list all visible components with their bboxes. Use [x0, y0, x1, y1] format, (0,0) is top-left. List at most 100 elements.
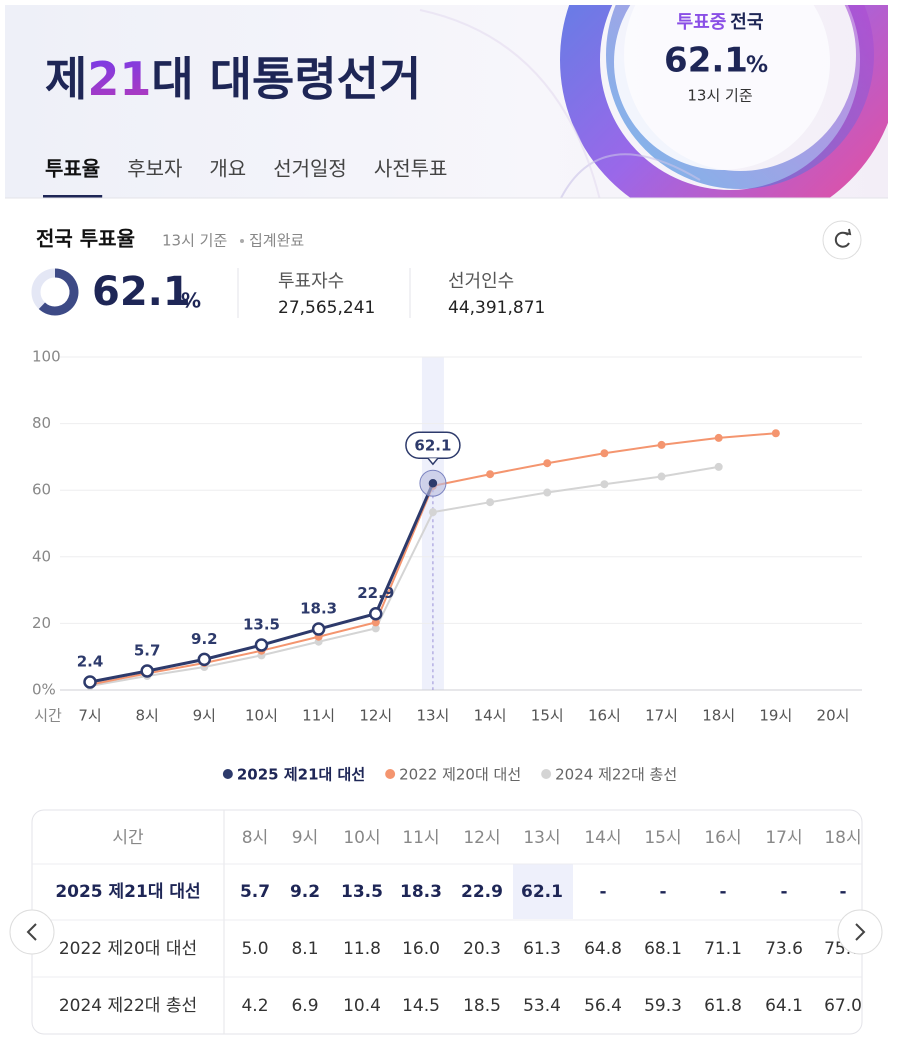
- x-tick-label: 16시: [588, 707, 621, 725]
- legend-swatch: [222, 769, 233, 779]
- data-label: 22.9: [357, 584, 394, 602]
- title-number: 21: [87, 52, 151, 106]
- page-title: 제21대 대통령선거: [45, 52, 421, 106]
- table-cell: 18.5: [463, 996, 501, 1016]
- data-label: 5.7: [134, 642, 161, 660]
- table-cell: 18.3: [400, 882, 442, 902]
- table-cell: 9.2: [290, 882, 320, 902]
- table-header: 9시: [292, 828, 318, 848]
- point: [197, 652, 212, 667]
- table-header: 11시: [402, 828, 439, 848]
- data-table: 시간 8시 9시 10시 11시 12시 13시 14시 15시 16시 17시 18시 2025 제2…: [31, 809, 863, 1035]
- status: 투표중: [677, 12, 727, 33]
- table-cell: 2024 제22대 총선: [59, 996, 197, 1016]
- x-tick-label: 15시: [531, 707, 564, 725]
- table-header: 10시: [343, 828, 380, 848]
- summary-status: 집계완료: [249, 232, 304, 250]
- tab[interactable]: 사전투표: [374, 157, 448, 181]
- table-cell: 2022 제20대 대선: [59, 939, 197, 959]
- refresh-button[interactable]: [822, 220, 862, 260]
- point: [600, 480, 609, 489]
- table-cell: -: [839, 882, 846, 902]
- y-tick-label: 40: [32, 547, 51, 565]
- status-line: 투표중 전국: [677, 12, 764, 33]
- header-unit: %: [746, 53, 768, 78]
- data-label: 13.5: [243, 616, 280, 634]
- point: [543, 488, 552, 497]
- table-cell: 59.3: [644, 996, 682, 1016]
- x-tick-label: 20시: [817, 707, 850, 725]
- header-turnout: 62.1: [664, 41, 748, 81]
- electorate-label: 선거인수: [448, 271, 514, 292]
- table-cell: 2025 제21대 대선: [55, 882, 200, 902]
- title-suffix: 대 대통령선거: [151, 52, 421, 106]
- voters: 27,565,241: [278, 298, 375, 318]
- title-prefix: 제: [45, 52, 87, 106]
- table-cell: 73.6: [765, 939, 803, 959]
- table-header: 14시: [584, 828, 621, 848]
- x-tick-label: 14시: [474, 707, 507, 725]
- legend-label: 2025 제21대 대선: [237, 766, 365, 784]
- point: [657, 440, 666, 449]
- data-label: 9.2: [191, 630, 218, 648]
- point: [600, 449, 609, 458]
- x-tick-label: 11시: [302, 707, 335, 725]
- cell-highlight: [513, 864, 573, 919]
- legend-label: 2022 제20대 대선: [399, 766, 521, 784]
- x-tick-label: 7시: [78, 707, 101, 725]
- label-pointer: [427, 457, 439, 466]
- table-cell: 5.7: [240, 882, 270, 902]
- x-tick-label: 13시: [416, 707, 449, 725]
- chart: 0% 20 40 60 80 100 시간 7시 8시 9시 10시 11시 12시 13시 14시 15시 1…: [32, 348, 862, 725]
- x-tick-label: 18시: [702, 707, 735, 725]
- voters-label: 투표자수: [278, 271, 344, 292]
- table-header: 12시: [463, 828, 500, 848]
- legend-label: 2024 제22대 총선: [555, 766, 677, 784]
- next-button[interactable]: [837, 909, 883, 955]
- table-header: 16시: [704, 828, 741, 848]
- x-tick-label: 19시: [759, 707, 792, 725]
- table-header: 시간: [112, 828, 144, 848]
- tab[interactable]: 선거일정: [273, 157, 347, 181]
- point: [657, 472, 666, 481]
- table-cell: 64.1: [765, 996, 803, 1016]
- table-cell: 61.3: [523, 939, 561, 959]
- point: [254, 638, 269, 652]
- point: [714, 433, 723, 442]
- legend-swatch: [541, 769, 552, 779]
- table-cell: -: [659, 882, 666, 902]
- header-basis: 13시 기준: [687, 87, 752, 105]
- y-tick-label: 100: [32, 348, 61, 366]
- data-label: 2.4: [77, 653, 104, 671]
- header: 제21대 대통령선거 투표중 전국 62.1 % 13시 기준 투표율 후보자 개요 선…: [5, 5, 888, 199]
- y-tick-label: 80: [32, 414, 51, 432]
- table-cell: 53.4: [523, 996, 561, 1016]
- x-tick-label: 9시: [193, 707, 216, 725]
- point: [140, 664, 154, 678]
- tab-indicator: [43, 195, 103, 198]
- table-cell: 67.0: [824, 996, 862, 1016]
- table-header: 15시: [644, 828, 681, 848]
- table-cell: 13.5: [341, 882, 383, 902]
- separator-dot: [240, 239, 244, 243]
- y-tick-label: 60: [32, 481, 51, 499]
- tab[interactable]: 개요: [209, 157, 246, 181]
- table-header: 17시: [765, 828, 802, 848]
- tabs: 투표율 후보자 개요 선거일정 사전투표: [43, 157, 448, 198]
- prev-button[interactable]: [9, 909, 55, 955]
- tab[interactable]: 후보자: [127, 157, 182, 181]
- tab[interactable]: 투표율: [45, 157, 100, 181]
- point: [311, 622, 326, 636]
- table-cell: 62.1: [521, 882, 563, 902]
- summary-unit: %: [181, 289, 201, 313]
- table-cell: 20.3: [463, 939, 501, 959]
- table-cell: 61.8: [704, 996, 742, 1016]
- donut-arc: [38, 268, 79, 316]
- data-label: 18.3: [300, 600, 337, 618]
- x-tick-label: 10시: [245, 707, 278, 725]
- table-cell: 11.8: [343, 939, 381, 959]
- table-cell: 8.1: [291, 939, 318, 959]
- x-axis-label: 시간: [34, 707, 62, 725]
